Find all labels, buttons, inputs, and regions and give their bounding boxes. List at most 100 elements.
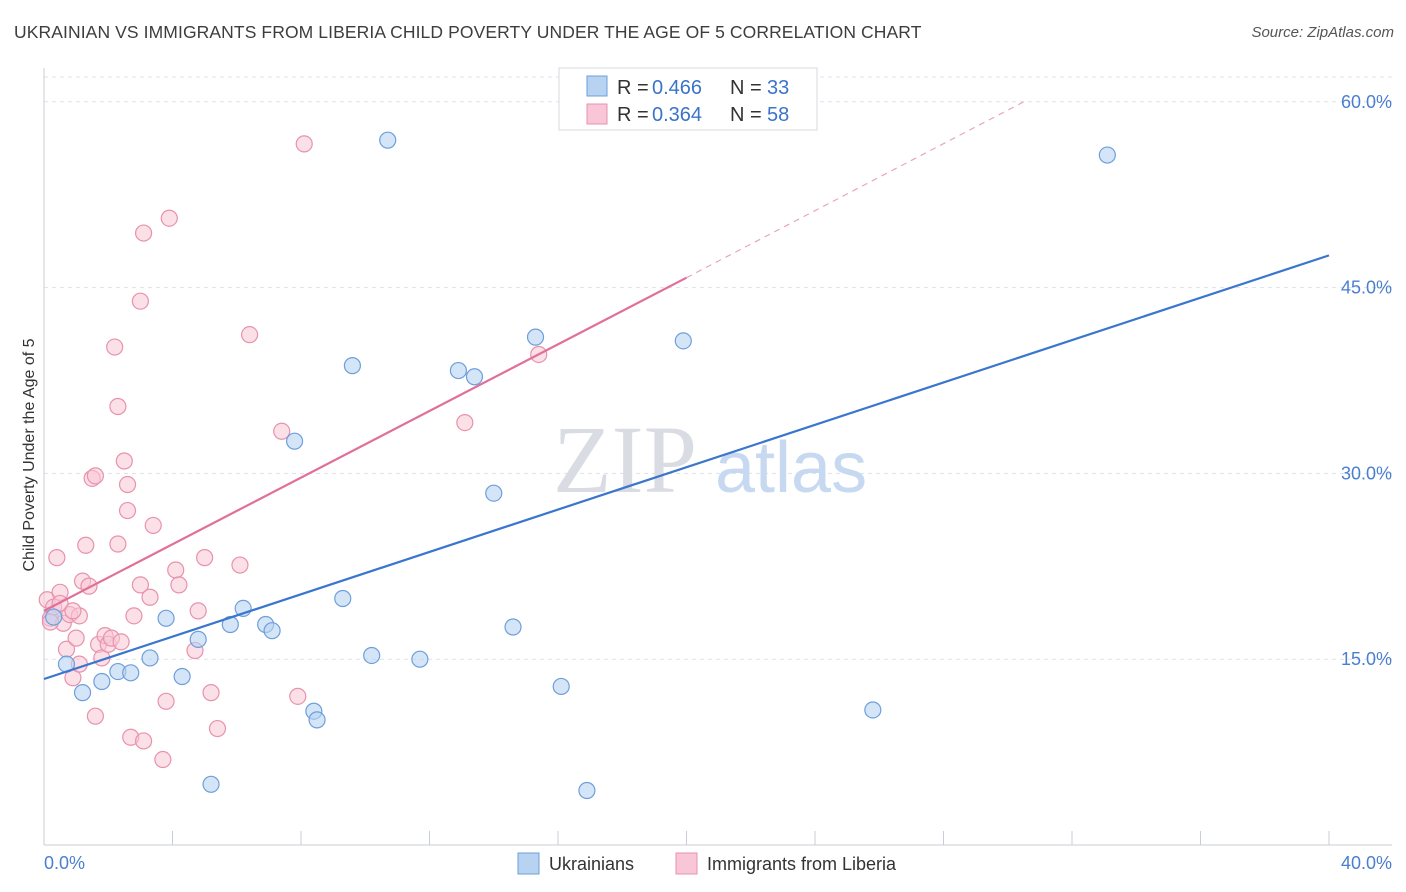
ukrainian-point bbox=[504, 618, 522, 636]
axes bbox=[43, 68, 1392, 846]
ukrainian-point bbox=[465, 368, 484, 386]
liberia-point bbox=[208, 719, 227, 738]
liberia-point bbox=[141, 588, 159, 606]
legend-n-value-1: 33 bbox=[767, 77, 789, 99]
ukrainian-point bbox=[379, 131, 397, 149]
series-legend: Ukrainians Immigrants from Liberia bbox=[517, 852, 897, 875]
y-tick-labels: 15.0% 30.0% 45.0% 60.0% bbox=[1341, 92, 1392, 669]
x-tick-label-max: 40.0% bbox=[1341, 853, 1392, 873]
y-tick-label: 15.0% bbox=[1341, 649, 1392, 669]
liberia-point bbox=[125, 607, 143, 625]
grid-lines bbox=[44, 76, 1392, 660]
liberia-point bbox=[189, 602, 207, 620]
liberia-trend-extension bbox=[686, 101, 1025, 279]
liberia-point bbox=[196, 549, 214, 567]
x-tick-marks bbox=[43, 831, 1330, 845]
liberia-point bbox=[154, 750, 172, 769]
liberia-point bbox=[131, 292, 149, 310]
liberia-point bbox=[109, 535, 127, 553]
ukrainian-point bbox=[157, 609, 175, 627]
x-tick-label-min: 0.0% bbox=[44, 853, 85, 873]
legend-r-label-2: R = bbox=[617, 104, 649, 126]
ukrainian-point bbox=[334, 589, 352, 608]
legend-swatch-ukrainians bbox=[586, 75, 608, 97]
watermark: ZIP atlas bbox=[553, 406, 867, 513]
legend-swatch-liberia bbox=[586, 103, 608, 125]
liberia-point bbox=[64, 602, 82, 620]
ukrainian-point bbox=[73, 684, 92, 702]
series-legend-swatch-liberia bbox=[675, 852, 698, 875]
liberia-point bbox=[456, 414, 474, 432]
chart-title: UKRAINIAN VS IMMIGRANTS FROM LIBERIA CHI… bbox=[14, 22, 922, 42]
ukrainian-point bbox=[449, 361, 468, 380]
ukrainians-trend-line bbox=[43, 254, 1330, 681]
liberia-point bbox=[106, 338, 124, 356]
liberia-point bbox=[202, 684, 220, 702]
ukrainian-point bbox=[122, 664, 140, 682]
liberia-point bbox=[170, 576, 188, 594]
liberia-point bbox=[67, 629, 85, 647]
liberia-point bbox=[118, 501, 137, 520]
series-legend-label-ukrainians: Ukrainians bbox=[549, 854, 634, 874]
legend-r-label-1: R = bbox=[617, 77, 649, 99]
liberia-point bbox=[86, 467, 105, 485]
liberia-point bbox=[80, 577, 98, 595]
legend-n-label-1: N = bbox=[730, 77, 762, 99]
legend-r-value-2: 0.364 bbox=[652, 104, 702, 126]
ukrainian-point bbox=[173, 667, 191, 686]
series-legend-label-liberia: Immigrants from Liberia bbox=[707, 854, 897, 874]
ukrainian-point bbox=[411, 650, 429, 668]
liberia-point bbox=[144, 516, 162, 535]
ukrainian-point bbox=[202, 775, 220, 793]
y-tick-label: 60.0% bbox=[1341, 92, 1392, 112]
ukrainian-point bbox=[285, 432, 304, 450]
liberia-point bbox=[231, 556, 249, 574]
liberia-point bbox=[48, 549, 66, 567]
ukrainian-point bbox=[93, 672, 111, 691]
liberia-point bbox=[115, 452, 133, 470]
liberia-point bbox=[160, 209, 178, 227]
ukrainian-point bbox=[343, 357, 361, 375]
liberia-point bbox=[273, 422, 291, 440]
ukrainian-point bbox=[552, 677, 570, 696]
ukrainian-point bbox=[45, 608, 63, 626]
ukrainian-point bbox=[141, 649, 159, 667]
correlation-legend: R = 0.466 N = 33 R = 0.364 N = 58 bbox=[558, 67, 818, 131]
y-tick-label: 30.0% bbox=[1341, 463, 1392, 483]
legend-n-label-2: N = bbox=[730, 104, 762, 126]
liberia-point bbox=[134, 732, 153, 750]
liberia-point bbox=[77, 536, 95, 554]
liberia-point bbox=[112, 633, 130, 651]
ukrainian-point bbox=[363, 646, 381, 665]
series-legend-swatch-ukrainians bbox=[517, 852, 540, 875]
ukrainian-point bbox=[864, 701, 882, 719]
watermark-atlas: atlas bbox=[715, 428, 867, 508]
scatter-points bbox=[38, 131, 1116, 800]
ukrainian-point bbox=[189, 630, 207, 648]
liberia-trend-line bbox=[43, 276, 688, 612]
liberia-point bbox=[295, 135, 313, 153]
liberia-point bbox=[118, 475, 137, 494]
liberia-point bbox=[157, 692, 175, 710]
y-axis-label: Child Poverty Under the Age of 5 bbox=[21, 338, 38, 571]
liberia-point bbox=[131, 576, 149, 594]
liberia-point bbox=[86, 707, 105, 725]
ukrainian-point bbox=[674, 332, 692, 350]
y-tick-label: 45.0% bbox=[1341, 278, 1392, 298]
ukrainian-point bbox=[263, 622, 281, 640]
ukrainian-point bbox=[308, 711, 326, 729]
liberia-point bbox=[134, 224, 153, 242]
liberia-point bbox=[289, 687, 307, 705]
trend-lines bbox=[43, 101, 1330, 681]
ukrainian-point bbox=[1098, 146, 1116, 164]
source-credit: Source: ZipAtlas.com bbox=[1251, 24, 1394, 41]
liberia-point bbox=[109, 397, 127, 416]
liberia-point bbox=[241, 326, 259, 344]
liberia-point bbox=[167, 561, 185, 579]
legend-r-value-1: 0.466 bbox=[652, 77, 702, 99]
legend-n-value-2: 58 bbox=[767, 104, 789, 126]
watermark-zip: ZIP bbox=[553, 406, 697, 513]
ukrainian-point bbox=[526, 328, 545, 346]
ukrainian-point bbox=[578, 781, 596, 800]
